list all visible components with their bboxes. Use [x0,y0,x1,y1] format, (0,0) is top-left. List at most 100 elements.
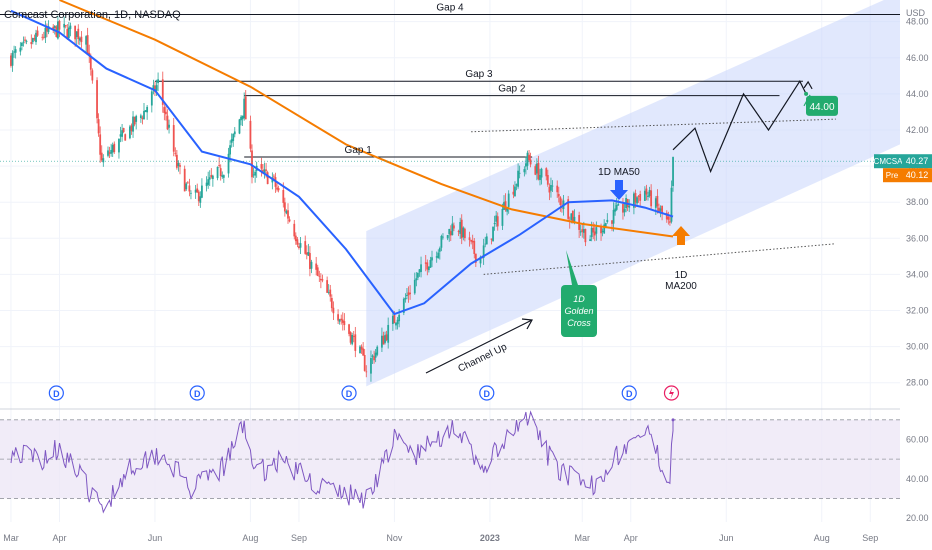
candle-body [211,175,214,180]
candle-body [370,358,372,374]
candle-body [462,227,465,238]
ma200-line [59,0,674,238]
x-tick-label: Nov [386,533,403,543]
candle-body [296,239,299,245]
candle-body [265,169,267,171]
candle-body [80,36,83,43]
candle-body [293,223,296,237]
candle-body [130,125,133,132]
candle-body [139,115,142,119]
candle-body [260,164,263,169]
candle-body [406,294,408,296]
candle-body [30,42,33,45]
candle-body [581,229,584,232]
candle-body [199,196,202,203]
x-tick-label: 2023 [480,533,500,543]
candle-body [177,163,180,167]
candle-body [617,204,620,206]
candle-body [188,185,191,192]
candle-body [593,231,596,236]
candle-body [85,36,87,45]
candle-body [645,188,648,195]
candle-body [362,348,365,356]
candle-body [669,221,671,223]
y-tick-label: 38.00 [906,197,929,207]
target-badge[interactable] [806,95,838,116]
candle-body [343,321,346,326]
candle-body [557,193,560,197]
candle-body [426,262,429,270]
candle-body [57,21,59,39]
candle-body [299,243,302,248]
candle-body [276,187,278,190]
candle-body [305,252,308,255]
candle-body [14,49,17,53]
candle-body [492,226,494,242]
candle-body [133,116,136,125]
candle-body [294,235,297,242]
candle-body [22,41,25,43]
dividend-icon: D [484,389,491,399]
candle-body [35,32,37,43]
candle-body [535,163,538,174]
y-tick-label: 42.00 [906,125,929,135]
ma50-label: 1D MA50 [598,167,640,178]
projection-path [672,79,807,174]
candle-body [144,110,147,113]
upper-trendline [471,118,836,133]
candle-body [254,171,257,176]
candle-body [33,38,36,40]
candle-body [146,106,149,113]
candle-body [111,145,114,153]
projection-arrowhead [803,80,813,90]
dividend-marker[interactable] [48,385,64,401]
candle-body [108,152,111,154]
candle-body [52,26,55,30]
candle-body [42,36,45,38]
rsi-line [10,410,674,514]
dividend-marker[interactable] [189,385,205,401]
axes: 48.00 46.00 44.00 42.00 40.00 38.00 36.00 34.00… [0,17,932,543]
x-tick-label: Mar [575,533,591,543]
candle-body [471,240,474,243]
candle-body [161,79,164,105]
candle-body [354,334,357,351]
candle-body [570,213,573,220]
candle-body [474,253,477,263]
price-pane[interactable] [0,0,900,387]
candle-body [417,272,419,278]
dividend-marker[interactable] [621,385,637,401]
candle-body [97,119,100,134]
candle-body [592,227,595,233]
candle-body [124,134,127,141]
candle-body [374,352,377,358]
candle-body [174,152,177,154]
rsi-pane[interactable] [0,410,900,514]
candle-body [440,235,443,248]
candle-body [528,154,530,161]
candle-body [25,40,28,42]
channel-arrow [425,319,533,374]
candle-body [251,150,253,178]
dividend-marker[interactable] [341,385,357,401]
y-tick-label: 48.00 [906,17,929,27]
candle-body [656,195,659,207]
symbol-badge [874,154,902,169]
candle-body [396,319,399,325]
candle-body [647,195,649,197]
candle-body [515,184,518,186]
rsi-tick-label: 60.00 [906,434,929,444]
candle-body [637,195,640,197]
candle-body [573,216,576,223]
candle-body [186,182,189,184]
candle-body [41,36,44,38]
dividend-marker[interactable] [479,385,495,401]
candle-body [46,27,48,32]
candle-body [163,107,166,114]
candle-body [99,134,102,155]
candle-body [636,197,638,204]
lower-trendline [483,243,836,275]
candle-body [457,230,460,232]
x-tick-label: Apr [624,533,638,543]
